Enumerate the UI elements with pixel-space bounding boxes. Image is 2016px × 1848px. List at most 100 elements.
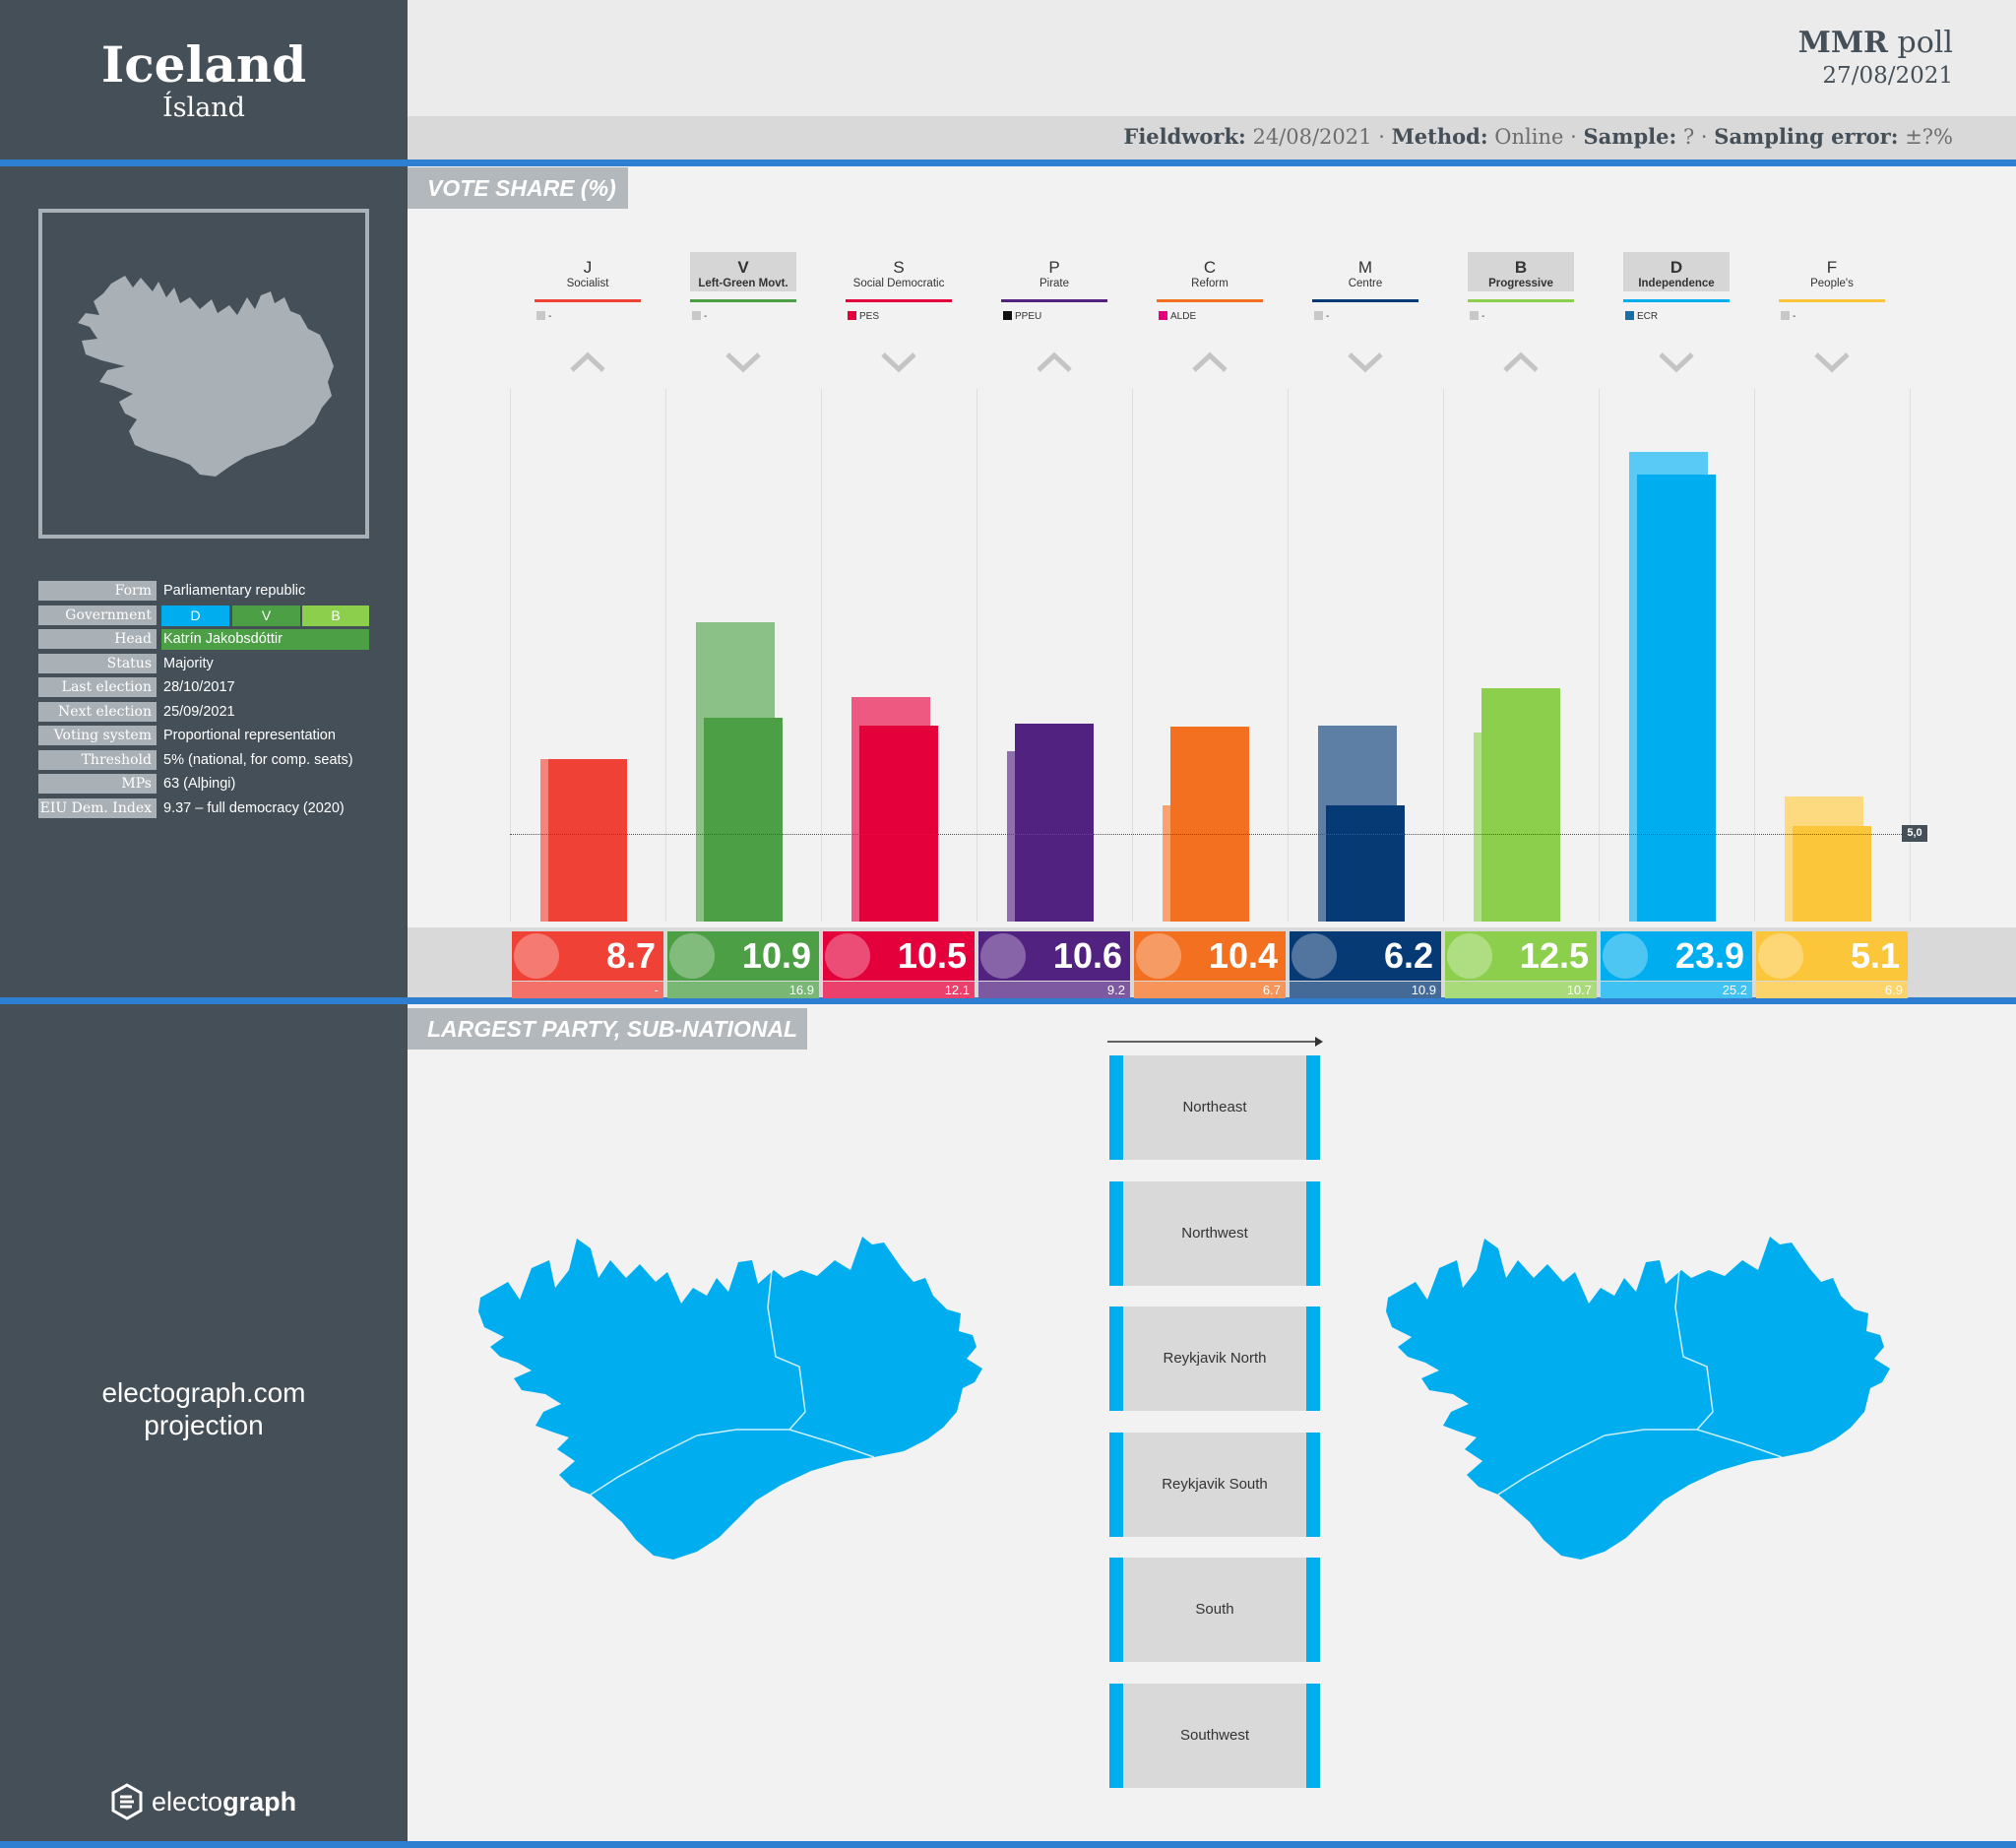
party-name: Reform: [1191, 278, 1228, 289]
value-badge-s: 10.5 12.1: [823, 931, 975, 998]
value-badge-b: 12.5 10.7: [1445, 931, 1597, 998]
party-logo-icon: [514, 933, 559, 979]
eu-group-label: -: [548, 311, 552, 322]
party-abbr: V: [737, 258, 749, 277]
party-abbr: C: [1203, 258, 1217, 277]
eu-group-p: PPEU: [1003, 311, 1041, 322]
eu-group-swatch: [1314, 311, 1323, 320]
region-color-left: [1109, 1055, 1123, 1160]
eu-group-label: -: [1326, 311, 1330, 322]
eu-group-label: -: [1481, 311, 1485, 322]
fact-row-last-election: Last election 28/10/2017: [38, 675, 369, 700]
party-header-f: F People's: [1758, 258, 1906, 289]
fact-key: Form: [38, 581, 157, 601]
party-name: Pirate: [1039, 278, 1070, 289]
previous-election-value: 16.9: [667, 982, 819, 998]
region-color-left: [1109, 1432, 1123, 1537]
fact-value: 5% (national, for comp. seats): [163, 751, 353, 768]
fact-row-threshold: Threshold 5% (national, for comp. seats): [38, 748, 369, 773]
party-underline: [690, 299, 796, 302]
party-header-c: C Reform: [1136, 258, 1284, 289]
fact-row-next-election: Next election 25/09/2021: [38, 700, 369, 725]
bar-v[interactable]: [704, 717, 783, 922]
eu-group-swatch: [692, 311, 701, 320]
party-name: Left-Green Movt.: [698, 278, 788, 289]
fact-key: EIU Dem. Index: [38, 797, 157, 818]
eu-group-d: ECR: [1625, 311, 1658, 322]
divider-middle: [0, 997, 2016, 1004]
chevron-up-icon: [1037, 351, 1072, 372]
chevron-up-icon: [570, 351, 605, 372]
vote-share-value: 23.9: [1674, 935, 1744, 976]
party-logo-icon: [1758, 933, 1803, 979]
vote-share-value: 5.1: [1850, 935, 1900, 976]
party-header-p: P Pirate: [980, 258, 1128, 289]
eu-group-label: -: [704, 311, 708, 322]
eu-group-swatch: [1159, 311, 1167, 320]
bar-c[interactable]: [1170, 727, 1249, 922]
value-badge-d: 23.9 25.2: [1601, 931, 1752, 998]
bar-s[interactable]: [859, 725, 938, 922]
fact-value: 63 (Alþingi): [163, 776, 236, 792]
party-name: Progressive: [1488, 278, 1553, 289]
party-underline: [1001, 299, 1107, 302]
gridline: [1288, 389, 1289, 922]
party-underline: [535, 299, 641, 302]
previous-election-value: 6.7: [1134, 982, 1286, 998]
section-title-largest-party: LARGEST PARTY, SUB-NATIONAL: [408, 1008, 807, 1050]
poll-meta: Fieldwork: 24/08/2021 · Method: Online ·…: [1123, 124, 1953, 149]
electograph-logo[interactable]: electograph: [110, 1782, 296, 1821]
fact-value: 9.37 – full democracy (2020): [163, 799, 345, 816]
threshold-line: [510, 834, 1927, 835]
previous-election-value: 10.7: [1445, 982, 1597, 998]
chevron-down-icon: [1348, 352, 1383, 373]
electograph-logo-icon: [111, 1783, 143, 1820]
badge-main: 10.6: [978, 931, 1130, 981]
party-logo-icon: [825, 933, 870, 979]
eu-group-v: -: [692, 311, 707, 322]
party-abbr: J: [583, 258, 593, 277]
poll-name: MMR poll: [1797, 26, 1953, 60]
badge-main: 5.1: [1756, 931, 1908, 981]
party-header-d: D Independence: [1603, 258, 1750, 289]
iceland-map-left: [478, 1237, 982, 1560]
chevron-down-icon: [1814, 352, 1850, 373]
party-logo-icon: [669, 933, 715, 979]
bar-m[interactable]: [1326, 805, 1405, 922]
value-badge-c: 10.4 6.7: [1134, 931, 1286, 998]
value-badge-p: 10.6 9.2: [978, 931, 1130, 998]
party-abbr: F: [1826, 258, 1838, 277]
eu-group-f: -: [1781, 311, 1796, 322]
header: MMR poll 27/08/2021: [408, 0, 2016, 116]
bar-p[interactable]: [1015, 723, 1094, 922]
badge-main: 10.9: [667, 931, 819, 981]
region-label: Reykjavik South: [1162, 1475, 1268, 1493]
region-box: Northeast: [1109, 1055, 1320, 1160]
region-box: South: [1109, 1558, 1320, 1663]
region-label: Southwest: [1179, 1727, 1250, 1744]
projection-note: electograph.com projection: [0, 1376, 408, 1441]
badge-main: 23.9: [1601, 931, 1752, 981]
fact-row-government: Government D V B: [38, 604, 369, 628]
fact-value: Proportional representation: [163, 728, 336, 743]
previous-election-value: 25.2: [1601, 982, 1752, 998]
bar-b[interactable]: [1481, 687, 1560, 922]
poll-date: 27/08/2021: [1822, 63, 1953, 89]
bar-j[interactable]: [548, 758, 627, 922]
chart-layer: J Socialist - 8.7 - V Left-Green Movt. - 10.9 16.…: [408, 167, 2016, 998]
fact-row-eiu: EIU Dem. Index 9.37 – full democracy (20…: [38, 797, 369, 821]
party-name: Centre: [1348, 278, 1383, 289]
previous-election-value: 10.9: [1290, 982, 1441, 998]
bar-f[interactable]: [1793, 826, 1871, 922]
vote-share-chart: J Socialist - 8.7 - V Left-Green Movt. - 10.9 16.…: [408, 167, 2016, 998]
fact-key: Next election: [38, 701, 157, 722]
fact-row-form: Form Parliamentary republic: [38, 579, 369, 604]
poll-meta-bar: Fieldwork: 24/08/2021 · Method: Online ·…: [408, 116, 2016, 159]
chevron-up-icon: [1503, 351, 1539, 372]
region-color-right: [1306, 1432, 1320, 1537]
region-color-left: [1109, 1180, 1123, 1286]
badge-main: 12.5: [1445, 931, 1597, 981]
bar-d[interactable]: [1637, 474, 1716, 922]
party-underline: [846, 299, 952, 302]
party-logo-icon: [1136, 933, 1181, 979]
